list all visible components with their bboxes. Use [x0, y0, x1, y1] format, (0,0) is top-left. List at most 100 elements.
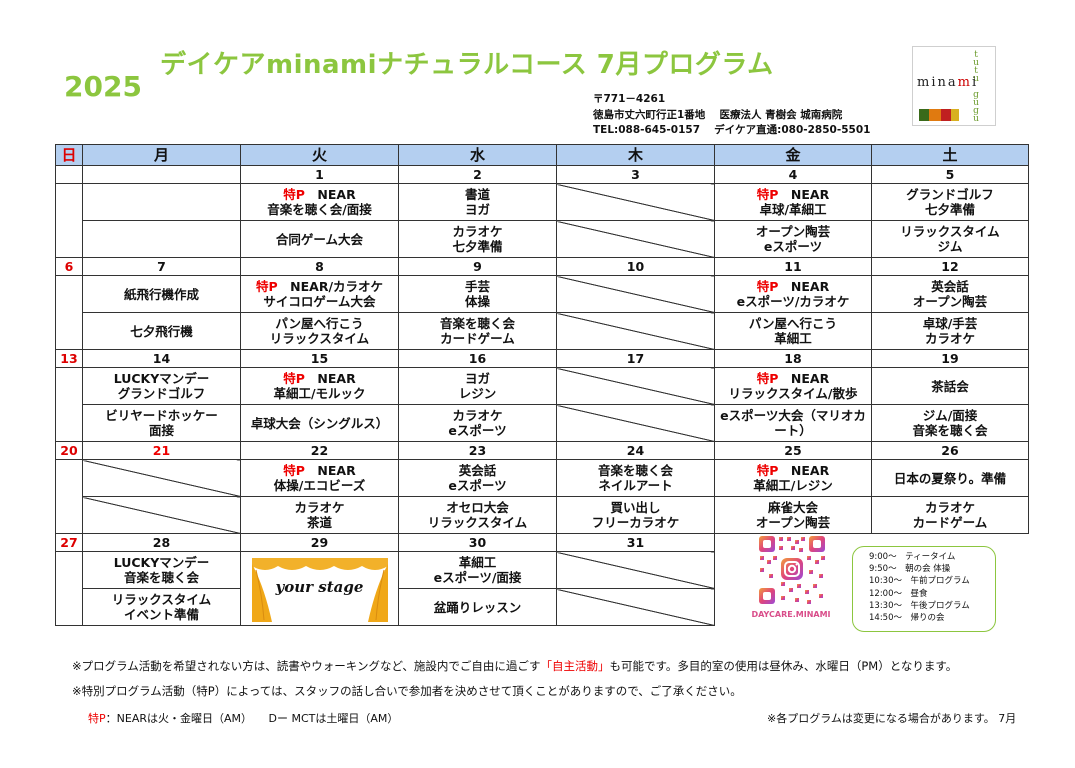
date-cell: 31	[556, 533, 715, 552]
closed-cell	[556, 588, 715, 626]
date-cell: 28	[82, 533, 241, 552]
special-program-mark: 特P	[756, 187, 779, 202]
date-cell: 10	[556, 257, 715, 276]
special-program-mark: 特P	[756, 463, 779, 478]
date-cell: 22	[240, 441, 399, 460]
week-row-activities: 特P NEAR 音楽を聴く会/面接 書道 ヨガ 特P NEAR 卓球/革細工 グランドゴルフ…	[55, 183, 1029, 258]
activity-cell: 茶話会	[871, 367, 1029, 405]
week-row-activities: 紙飛行機作成 特P NEAR/カラオケ サイコロゲーム大会 手芸 体操 特P NEAR eス…	[55, 275, 1029, 350]
activity-cell: 英会話 オープン陶芸	[871, 275, 1029, 313]
logo-block	[919, 109, 929, 121]
special-program-mark: 特P	[283, 463, 305, 478]
activity-cell: 特P NEAR 革細工/モルック	[240, 367, 399, 405]
date-cell: 18	[714, 349, 872, 368]
date-cell: 15	[240, 349, 399, 368]
special-program-mark: 特P	[283, 187, 305, 202]
weekday-fri: 金	[714, 144, 872, 166]
date-cell: 6	[55, 257, 83, 276]
weekday-tue: 火	[240, 144, 399, 166]
daily-schedule-box: 9:00～ ティータイム 9:50～ 朝の会 体操 10:30～ 午前プログラム…	[852, 546, 996, 632]
date-cell: 23	[398, 441, 557, 460]
qr-label: DAYCARE.MINAMI	[751, 610, 831, 619]
activity-cell: 特P NEAR eスポーツ/カラオケ	[714, 275, 872, 313]
activity-cell: ジム/面接 音楽を聴く会	[871, 404, 1029, 442]
activity-cell: リラックスタイム イベント準備	[82, 588, 241, 626]
closed-cell	[556, 312, 715, 350]
schedule-item: 9:50～ 朝の会 体操	[869, 564, 951, 575]
sunday-cell	[55, 275, 83, 350]
stage-illustration: your stage	[249, 555, 390, 622]
weekday-sun: 日	[55, 144, 83, 166]
activity-cell: 合同ゲーム大会	[240, 220, 399, 258]
activity-cell: カラオケ eスポーツ	[398, 404, 557, 442]
note-line-2: ※特別プログラム活動（特P）によっては、スタッフの話し合いで参加者を決めさせて頂…	[72, 684, 742, 698]
stage-curtain-icon	[249, 555, 390, 622]
week-row-activities: 合同ゲーム大会 カラオケ 七夕準備 オープン陶芸 eスポーツ リラックスタイム ジム	[56, 220, 1029, 258]
weekday-wed: 水	[398, 144, 557, 166]
activity-cell: 卓球大会（シングルス）	[240, 404, 399, 442]
week-row-dates: 6 7 8 9 10 11 12	[55, 257, 1029, 276]
logo-block	[941, 109, 951, 121]
activity-cell: パン屋へ行こう 革細工	[714, 312, 872, 350]
date-cell: 7	[82, 257, 241, 276]
date-cell: 13	[55, 349, 83, 368]
activity-cell: グランドゴルフ 七夕準備	[871, 183, 1029, 221]
activity-cell: 書道 ヨガ	[398, 183, 557, 221]
date-cell: 17	[556, 349, 715, 368]
closed-cell	[556, 551, 715, 589]
activity-cell: オープン陶芸 eスポーツ	[714, 220, 872, 258]
activity-cell: ヨガ レジン	[398, 367, 557, 405]
closed-cell	[82, 496, 241, 534]
schedule-item: 9:00～ ティータイム	[869, 552, 956, 562]
activity-cell: 紙飛行機作成	[82, 275, 241, 313]
stage-text: your stage	[275, 577, 364, 596]
activity-cell: 盆踊りレッスン	[398, 588, 557, 626]
activity-cell: 英会話 eスポーツ	[398, 459, 557, 497]
activity-cell: LUCKYマンデー 音楽を聴く会	[82, 551, 241, 589]
activity-cell: 特P NEAR 革細工/レジン	[714, 459, 872, 497]
year-label: 2025	[64, 70, 142, 103]
qr-code: DAYCARE.MINAMI	[751, 534, 831, 619]
week-row-activities: LUCKYマンデー 音楽を聴く会 your stage 革細工 eスポーツ/面接	[55, 551, 1029, 626]
activity-cell: オセロ大会 リラックスタイム	[398, 496, 557, 534]
date-cell: 5	[871, 165, 1029, 184]
schedule-item: 14:50～ 帰りの会	[869, 613, 945, 624]
special-program-mark: 特P	[255, 279, 278, 294]
date-cell: 30	[398, 533, 557, 552]
special-program-mark: 特P	[283, 371, 305, 386]
activity-cell: 買い出し フリーカラオケ	[556, 496, 715, 534]
date-cell: 3	[556, 165, 715, 184]
activity-cell	[82, 220, 241, 258]
activity-cell: 革細工 eスポーツ/面接	[398, 551, 557, 589]
date-cell: 1	[240, 165, 399, 184]
date-cell: 20	[55, 441, 83, 460]
date-cell: 12	[871, 257, 1029, 276]
activity-cell: リラックスタイム ジム	[871, 220, 1029, 258]
logo-word: minami	[917, 75, 979, 90]
phone-line: TEL:088-645-0157 デイケア直通:080-2850-5501	[593, 124, 871, 136]
activity-cell: 七夕飛行機	[82, 312, 241, 350]
week-row-activities: カラオケ 茶道 オセロ大会 リラックスタイム 買い出し フリーカラオケ 麻雀大会 オープン陶芸…	[56, 496, 1029, 534]
activity-cell: 特P NEAR リラックスタイム/散歩	[714, 367, 872, 405]
qr-code-icon	[757, 534, 827, 606]
date-cell: 27	[55, 533, 83, 552]
week-row-activities: LUCKYマンデー グランドゴルフ 特P NEAR 革細工/モルック ヨガ レジン 特P N…	[55, 367, 1029, 442]
week-row-dates: 20 21 22 23 24 25 26	[55, 441, 1029, 460]
week-row-dates: 27 28 29 30 31	[55, 533, 1029, 619]
activity-cell: カラオケ カードゲーム	[871, 496, 1029, 534]
activity-cell: 日本の夏祭り。準備	[871, 459, 1029, 497]
activity-cell: 特P NEAR 音楽を聴く会/面接	[240, 183, 399, 221]
address-block: 〒771－4261 徳島市丈六町行正1番地 医療法人 青樹会 城南病院 TEL:…	[593, 92, 870, 139]
weekday-sat: 土	[871, 144, 1029, 166]
closed-cell	[556, 183, 715, 221]
address-line: 徳島市丈六町行正1番地 医療法人 青樹会 城南病院	[593, 108, 843, 121]
weekday-thu: 木	[556, 144, 715, 166]
info-area: DAYCARE.MINAMI	[715, 534, 1029, 626]
sunday-cell	[55, 367, 83, 442]
date-cell: 8	[240, 257, 399, 276]
closed-cell	[556, 220, 715, 258]
activity-cell: カラオケ 茶道	[240, 496, 399, 534]
footer-change-note: ※各プログラムは変更になる場合があります。 7月	[767, 712, 1017, 725]
activity-cell: LUCKYマンデー グランドゴルフ	[82, 367, 241, 405]
